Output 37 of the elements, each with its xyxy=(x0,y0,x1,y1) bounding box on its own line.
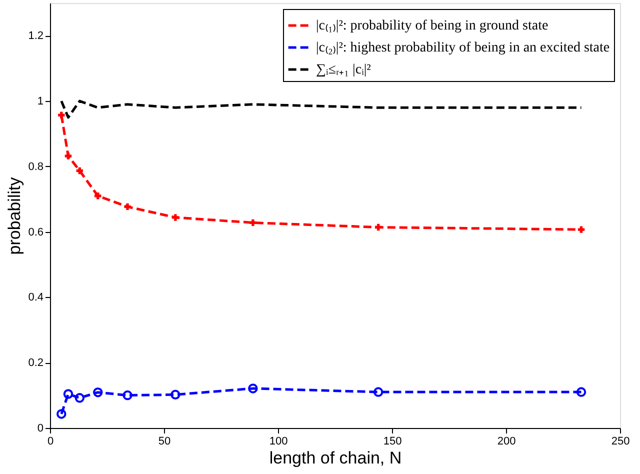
y-tick-label: 0.6 xyxy=(28,226,44,238)
legend-label: |c₍₂₎|²: highest probability of being in an excited state xyxy=(316,40,610,56)
y-tick-label: 1 xyxy=(37,96,44,108)
x-axis-title: length of chain, N xyxy=(269,448,402,468)
point xyxy=(124,203,131,210)
point xyxy=(170,390,180,400)
x-tick-label: 100 xyxy=(269,436,288,448)
point xyxy=(56,409,66,419)
point xyxy=(172,214,179,221)
point xyxy=(374,224,382,231)
y-tick-label: 0 xyxy=(37,422,44,434)
point xyxy=(576,387,586,397)
point xyxy=(58,112,65,118)
line-series xyxy=(60,100,582,119)
point xyxy=(74,393,85,403)
point xyxy=(94,192,102,200)
x-tick-label: 200 xyxy=(497,436,516,448)
point xyxy=(93,388,103,398)
legend-label: |c₍₁₎|²: probability of being in ground state xyxy=(316,18,548,34)
x-tick-label: 250 xyxy=(611,436,630,448)
y-tick-label: 0.8 xyxy=(28,160,44,173)
y-tick-label: 0.4 xyxy=(28,292,44,304)
point xyxy=(63,389,74,399)
y-tick-label: 0.2 xyxy=(28,357,44,370)
x-tick-label: 150 xyxy=(383,436,402,448)
point xyxy=(578,226,585,233)
x-tick-label: 50 xyxy=(158,436,171,448)
y-axis-title: probability xyxy=(5,176,24,255)
point xyxy=(250,219,256,226)
point xyxy=(373,387,384,397)
point xyxy=(122,390,132,400)
x-tick-label: 0 xyxy=(47,436,54,448)
legend-label: ∑ᵢ≤ᵣ₊₁ |cᵢ|² xyxy=(316,62,371,78)
point xyxy=(64,152,72,160)
y-tick-label: 1.2 xyxy=(28,30,44,42)
point xyxy=(248,384,258,394)
point xyxy=(76,167,83,174)
